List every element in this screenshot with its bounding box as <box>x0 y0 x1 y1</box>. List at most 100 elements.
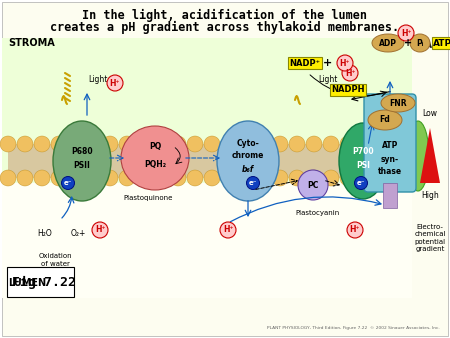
Text: O₂+: O₂+ <box>70 228 86 238</box>
Circle shape <box>323 136 339 152</box>
FancyBboxPatch shape <box>364 94 416 192</box>
Text: H₂O: H₂O <box>38 228 52 238</box>
Text: PQH₂: PQH₂ <box>144 160 166 169</box>
Circle shape <box>355 176 368 190</box>
Circle shape <box>92 222 108 238</box>
Text: Electro-
chemical
potential
gradient: Electro- chemical potential gradient <box>414 224 446 252</box>
Text: thase: thase <box>378 167 402 175</box>
Circle shape <box>272 136 288 152</box>
Text: PSII: PSII <box>73 161 90 169</box>
Circle shape <box>136 136 152 152</box>
Text: NADPH: NADPH <box>331 86 365 95</box>
Text: PLANT PHYSIOLOGY, Third Edition, Figure 7.22  © 2002 Sinauer Associates, Inc.: PLANT PHYSIOLOGY, Third Edition, Figure … <box>267 326 440 330</box>
Ellipse shape <box>121 126 189 190</box>
Circle shape <box>17 170 33 186</box>
Text: ADP: ADP <box>379 39 397 48</box>
Text: Fd: Fd <box>380 116 391 124</box>
Text: P700: P700 <box>352 146 374 155</box>
Circle shape <box>247 176 260 190</box>
Circle shape <box>187 170 203 186</box>
Circle shape <box>119 136 135 152</box>
Circle shape <box>255 136 271 152</box>
Circle shape <box>391 136 407 152</box>
Text: FNR: FNR <box>389 98 407 107</box>
Circle shape <box>347 222 363 238</box>
Text: NADP⁺: NADP⁺ <box>289 58 320 68</box>
Text: PC: PC <box>307 180 319 190</box>
Ellipse shape <box>407 121 429 191</box>
Circle shape <box>342 65 358 81</box>
Circle shape <box>0 170 16 186</box>
Circle shape <box>255 170 271 186</box>
Text: Plastocyanin: Plastocyanin <box>296 210 340 216</box>
FancyBboxPatch shape <box>2 38 412 183</box>
Text: H⁺: H⁺ <box>110 78 120 88</box>
Text: Plastoquinone: Plastoquinone <box>123 195 173 201</box>
Circle shape <box>102 136 118 152</box>
Ellipse shape <box>368 110 402 130</box>
Text: e⁻: e⁻ <box>249 180 257 186</box>
Circle shape <box>289 170 305 186</box>
Circle shape <box>289 136 305 152</box>
Circle shape <box>34 136 50 152</box>
Circle shape <box>85 136 101 152</box>
Circle shape <box>221 136 237 152</box>
Circle shape <box>238 136 254 152</box>
Circle shape <box>340 170 356 186</box>
Text: P680: P680 <box>71 146 93 155</box>
Text: +: + <box>404 38 412 48</box>
FancyBboxPatch shape <box>383 183 397 208</box>
Circle shape <box>62 176 75 190</box>
Circle shape <box>187 136 203 152</box>
Circle shape <box>306 136 322 152</box>
Circle shape <box>17 136 33 152</box>
Text: ATP: ATP <box>382 142 398 150</box>
Circle shape <box>34 170 50 186</box>
Circle shape <box>374 170 390 186</box>
Ellipse shape <box>410 34 430 52</box>
Text: Light: Light <box>318 75 338 84</box>
Ellipse shape <box>217 121 279 201</box>
Text: creates a pH gradient across thylakoid membranes.: creates a pH gradient across thylakoid m… <box>50 21 400 33</box>
Circle shape <box>0 136 16 152</box>
Text: ATP: ATP <box>433 39 450 48</box>
Circle shape <box>323 170 339 186</box>
Circle shape <box>204 170 220 186</box>
Circle shape <box>170 136 186 152</box>
Circle shape <box>107 75 123 91</box>
Circle shape <box>272 170 288 186</box>
Text: chrome: chrome <box>232 151 264 161</box>
Circle shape <box>170 170 186 186</box>
Text: H⁺: H⁺ <box>350 225 360 235</box>
Circle shape <box>221 170 237 186</box>
Circle shape <box>391 170 407 186</box>
Circle shape <box>153 170 169 186</box>
FancyBboxPatch shape <box>7 267 74 297</box>
Ellipse shape <box>53 121 111 201</box>
Circle shape <box>357 170 373 186</box>
FancyBboxPatch shape <box>2 183 412 298</box>
Text: syn-: syn- <box>381 154 399 164</box>
Text: H⁺: H⁺ <box>401 28 411 38</box>
Ellipse shape <box>372 34 404 52</box>
Circle shape <box>337 55 353 71</box>
Circle shape <box>340 136 356 152</box>
Circle shape <box>51 136 67 152</box>
Text: STROMA: STROMA <box>8 38 55 48</box>
Text: e⁻: e⁻ <box>64 180 72 186</box>
Circle shape <box>153 136 169 152</box>
Text: Pᵢ: Pᵢ <box>416 39 424 48</box>
Circle shape <box>238 170 254 186</box>
Circle shape <box>102 170 118 186</box>
Text: High: High <box>421 192 439 200</box>
Circle shape <box>119 170 135 186</box>
Circle shape <box>374 136 390 152</box>
Ellipse shape <box>339 123 387 199</box>
Circle shape <box>136 170 152 186</box>
Text: PSI: PSI <box>356 161 370 169</box>
Text: Cyto-: Cyto- <box>237 139 259 147</box>
Circle shape <box>51 170 67 186</box>
Circle shape <box>220 222 236 238</box>
Circle shape <box>298 170 328 200</box>
Text: b₆f: b₆f <box>242 165 254 173</box>
